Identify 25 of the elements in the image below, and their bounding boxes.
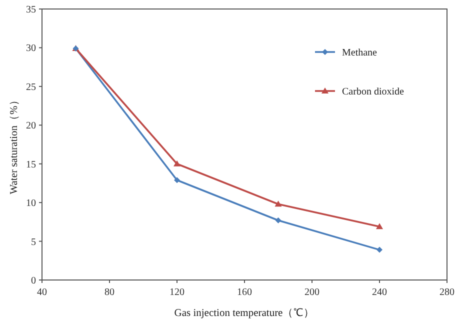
y-tick-label: 10 xyxy=(26,198,36,210)
x-tick-label: 120 xyxy=(170,287,184,298)
x-tick-label: 200 xyxy=(304,287,320,298)
x-tick-label: 40 xyxy=(37,287,47,298)
legend-label: Carbon dioxide xyxy=(342,86,404,98)
y-tick-label: 5 xyxy=(31,236,36,248)
x-tick-label: 240 xyxy=(372,287,387,298)
point xyxy=(275,217,282,224)
point xyxy=(174,160,180,166)
y-tick-label: 30 xyxy=(26,43,36,54)
x-axis-title: Gas injection temperature（℃） xyxy=(174,307,315,319)
point xyxy=(376,246,382,253)
y-tick-label: 0 xyxy=(31,276,36,286)
x-tick-label: 160 xyxy=(237,287,252,298)
y-axis-title: Water saturation（%） xyxy=(9,94,20,194)
legend-label: Methane xyxy=(342,48,378,58)
y-tick-label: 15 xyxy=(26,159,36,170)
y-tick-label: 25 xyxy=(26,82,36,93)
x-tick-label: 280 xyxy=(440,287,454,298)
point xyxy=(274,200,282,207)
point xyxy=(174,177,180,184)
y-tick-label: 35 xyxy=(26,4,36,16)
point xyxy=(376,223,383,230)
y-tick-label: 20 xyxy=(26,120,36,132)
x-tick-label: 80 xyxy=(104,287,114,298)
